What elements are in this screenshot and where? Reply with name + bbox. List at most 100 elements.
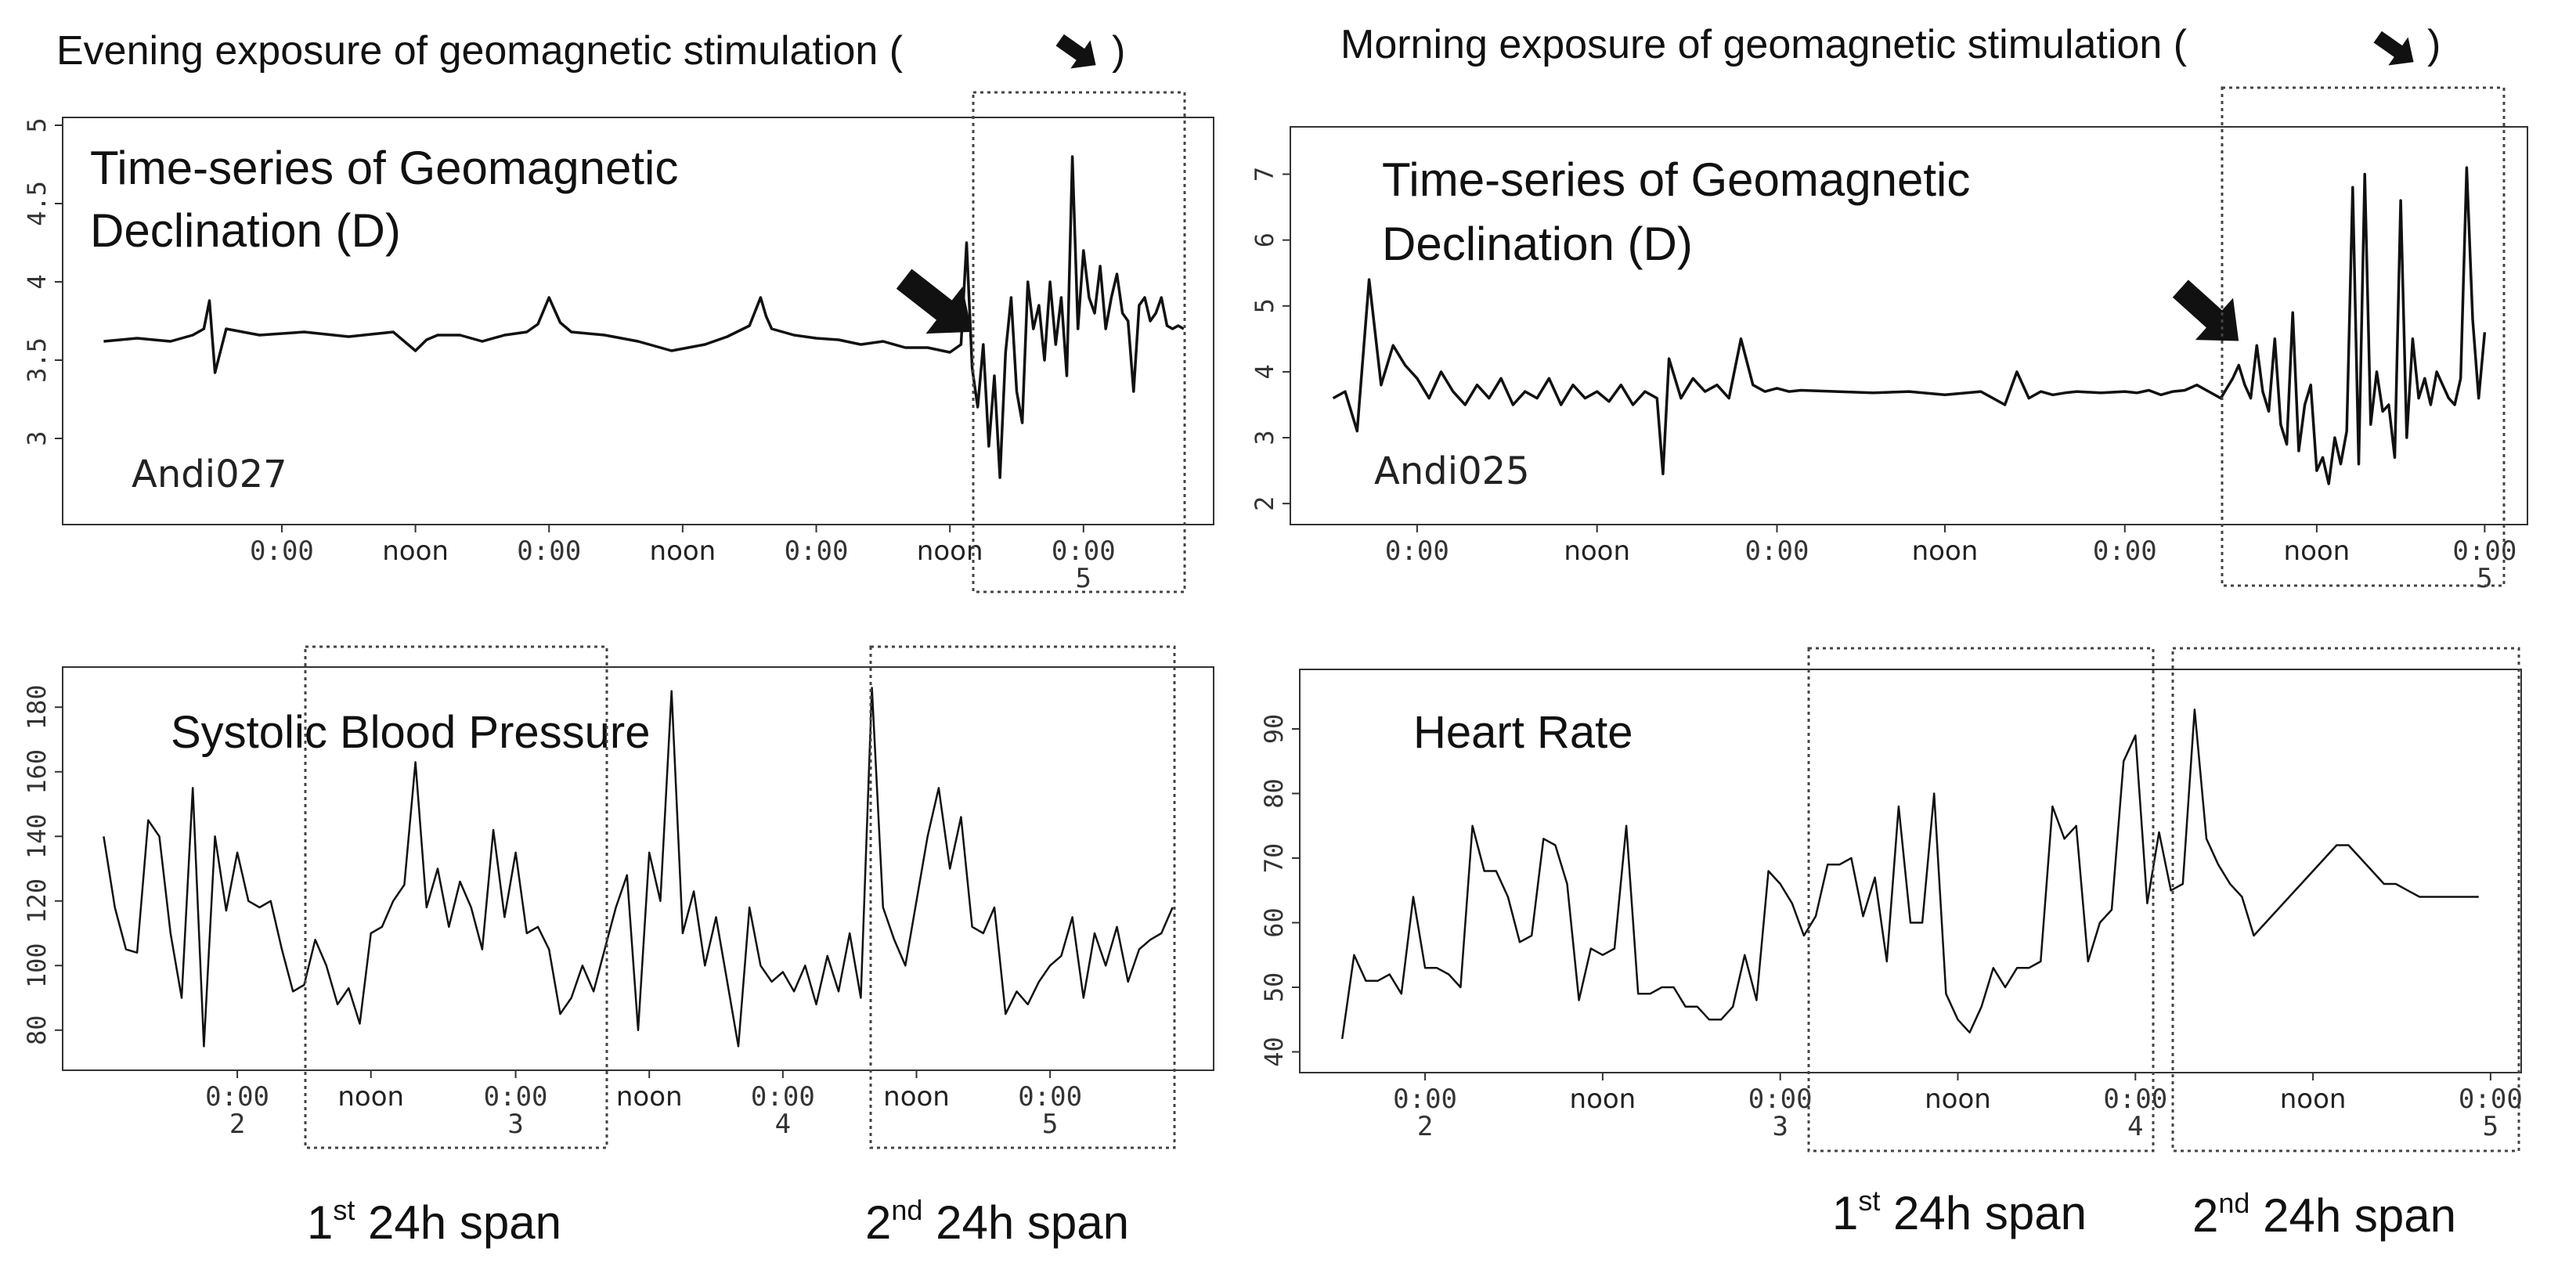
day-label: 5 — [1042, 1109, 1058, 1140]
x-tick-label: noon — [1564, 536, 1630, 567]
sbp-first-span-box — [304, 645, 608, 1149]
frame-evening-d — [62, 117, 1214, 525]
frame-sbp — [62, 666, 1214, 1071]
day-label: 2 — [229, 1109, 245, 1140]
left-second-span-label: 2nd 24h span — [865, 1194, 1129, 1249]
x-tick-label: 0:00 — [1393, 1084, 1457, 1115]
day-label: 3 — [1772, 1111, 1788, 1142]
x-tick-label: 0:00 — [2093, 536, 2157, 567]
y-tick-label: 40 — [1259, 1037, 1289, 1067]
x-tick-label: noon — [883, 1081, 950, 1113]
right-first-span-label: 1st 24h span — [1832, 1185, 2087, 1239]
day-label: 4 — [775, 1109, 791, 1140]
chart-sbp: 180 160 140 120 100 80 0:00 noon 0:00 noon 0:00 noo… — [22, 684, 1174, 1140]
evening-exposure-window-box — [972, 91, 1186, 593]
morning-exposure-window-box — [2221, 86, 2506, 587]
day-label: 2 — [1417, 1111, 1433, 1142]
x-tick-label: 0:00 — [1018, 1081, 1082, 1113]
y-tick-label: 6 — [1250, 233, 1279, 247]
y-tick-label: 50 — [1259, 972, 1289, 1003]
y-tick-label: 4 — [22, 274, 52, 289]
sbp-title: Systolic Blood Pressure — [171, 707, 650, 758]
x-tick-label: 0:00 — [250, 536, 314, 567]
y-tick-label: 70 — [1259, 843, 1289, 874]
left-first-span-label: 1st 24h span — [307, 1194, 561, 1249]
y-tick-label: 140 — [22, 813, 52, 859]
x-tick-label: noon — [1570, 1084, 1636, 1115]
morning-d-title-line2: Declination (D) — [1382, 218, 1693, 270]
x-tick-label: 0:00 — [2452, 536, 2516, 567]
series-line-sbp — [103, 687, 1174, 1048]
y-tick-label: 2 — [1250, 496, 1279, 511]
y-tick-label: 4.5 — [22, 181, 52, 226]
x-tick-label: 0:00 — [517, 536, 581, 567]
chart-evening-d: 54.543.530:00 noon 0:00 noon 0:00 noon 0:005 — [22, 117, 1185, 594]
x-tick-label: 0:00 — [1052, 536, 1116, 567]
day-label: 3 — [507, 1109, 523, 1140]
x-tick-label: noon — [650, 536, 716, 567]
evening-d-title-line2: Declination (D) — [90, 204, 401, 257]
hr-title: Heart Rate — [1413, 707, 1633, 758]
day-label: 5 — [2477, 563, 2492, 594]
chart-hr: 90 80 70 60 50 40 0:00 noon 0:00 noon 0:00 noon 0:00… — [1259, 709, 2523, 1142]
right-second-span-label: 2nd 24h span — [2192, 1187, 2456, 1242]
y-tick-label: 80 — [22, 1015, 52, 1045]
morning-subject-label: Andi025 — [1374, 449, 1530, 493]
x-tick-label: 0:00 — [1745, 536, 1809, 567]
evening-subject-label: Andi027 — [132, 453, 287, 496]
evening-d-title-line1: Time-series of Geomagnetic — [90, 142, 678, 194]
y-tick-label: 120 — [22, 878, 52, 924]
y-tick-label: 5 — [22, 117, 52, 132]
x-tick-label: noon — [1912, 536, 1979, 567]
y-tick-label: 7 — [1250, 167, 1279, 182]
x-tick-label: 0:00 — [205, 1081, 269, 1113]
right-header-arrow-icon — [2373, 31, 2414, 66]
y-tick-label: 3 — [1250, 430, 1279, 445]
x-tick-label: 0:00 — [484, 1081, 548, 1113]
y-tick-label: 80 — [1259, 778, 1289, 809]
evening-stimulus-arrow-icon — [896, 269, 972, 334]
x-tick-label: noon — [382, 536, 449, 567]
frame-hr — [1299, 669, 2522, 1073]
x-tick-label: 0:00 — [2459, 1084, 2523, 1115]
left-header-title: Evening exposure of geomagnetic stimulat… — [56, 28, 904, 74]
right-header-close: ) — [2427, 22, 2441, 67]
hr-second-span-box — [2171, 647, 2520, 1152]
x-tick-label: noon — [2284, 536, 2351, 567]
y-tick-label: 160 — [22, 749, 52, 795]
frame-morning-d — [1290, 126, 2528, 525]
x-tick-label: noon — [616, 1081, 683, 1113]
series-line-morning_d — [1332, 166, 2487, 485]
left-header-close: ) — [1112, 28, 1125, 74]
series-line-hr — [1340, 709, 2479, 1040]
y-tick-label: 4 — [1250, 364, 1279, 379]
x-tick-label: 0:00 — [751, 1081, 815, 1113]
x-tick-label: 0:00 — [2103, 1084, 2167, 1115]
day-label: 4 — [2127, 1111, 2143, 1142]
y-tick-label: 100 — [22, 943, 52, 988]
y-tick-label: 5 — [1250, 298, 1279, 313]
morning-stimulus-arrow-icon — [2172, 280, 2239, 341]
x-tick-label: 0:00 — [785, 536, 849, 567]
y-tick-label: 60 — [1259, 907, 1289, 938]
y-tick-label: 3 — [22, 431, 52, 445]
right-header-title: Morning exposure of geomagnetic stimulat… — [1340, 22, 2188, 67]
day-label: 5 — [2483, 1111, 2498, 1142]
x-tick-label: 0:00 — [1748, 1084, 1813, 1115]
x-tick-label: 0:00 — [1385, 536, 1449, 567]
y-tick-label: 3.5 — [22, 337, 52, 383]
series-line-evening_d — [103, 155, 1185, 479]
left-header-arrow-icon — [1055, 34, 1096, 69]
x-tick-label: noon — [917, 536, 983, 567]
morning-d-title-line1: Time-series of Geomagnetic — [1382, 153, 1970, 206]
day-label: 5 — [1076, 563, 1091, 594]
hr-first-span-box — [1807, 647, 2155, 1152]
y-tick-label: 180 — [22, 684, 52, 730]
y-tick-label: 90 — [1259, 714, 1289, 745]
x-tick-label: noon — [1925, 1084, 1991, 1115]
x-tick-label: noon — [2280, 1084, 2347, 1115]
x-tick-label: noon — [337, 1081, 404, 1113]
